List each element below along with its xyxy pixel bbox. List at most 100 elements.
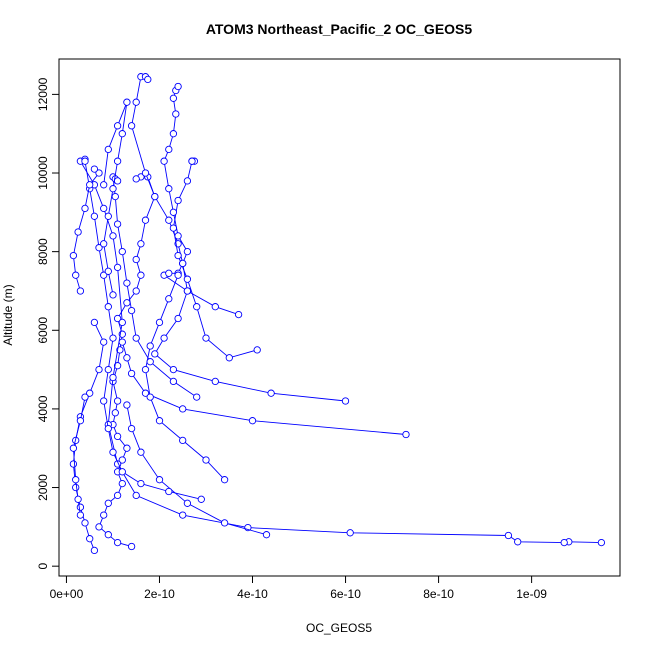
data-point <box>123 444 131 452</box>
data-point <box>141 365 150 374</box>
data-point <box>118 338 126 346</box>
data-point <box>90 546 99 555</box>
data-point <box>402 430 410 439</box>
data-point <box>248 417 257 425</box>
data-point <box>179 511 187 519</box>
data-point <box>179 436 187 445</box>
x-tick-label: 2e-10 <box>144 587 175 601</box>
series-line <box>126 404 267 536</box>
data-point <box>95 244 103 252</box>
data-point <box>174 82 182 91</box>
data-point <box>179 259 187 268</box>
data-point <box>225 354 233 362</box>
data-point <box>144 75 152 84</box>
data-point <box>183 177 192 185</box>
series-6 <box>169 157 261 362</box>
data-point <box>132 287 140 295</box>
series-13 <box>69 165 103 295</box>
data-point <box>118 468 126 476</box>
data-point <box>86 535 94 543</box>
data-point <box>155 476 164 484</box>
data-point <box>113 220 122 228</box>
series-line <box>79 158 602 544</box>
data-point <box>193 303 201 311</box>
data-point <box>169 94 178 102</box>
data-point <box>118 318 126 327</box>
data-point <box>132 334 140 342</box>
data-point <box>69 251 78 260</box>
data-point <box>132 255 140 264</box>
data-point <box>104 499 112 507</box>
series-line <box>98 176 156 547</box>
data-point <box>267 389 275 397</box>
data-point <box>123 299 131 307</box>
data-point <box>174 196 182 205</box>
data-point <box>113 177 122 185</box>
series-layer <box>69 73 606 555</box>
data-point <box>123 98 131 106</box>
data-point <box>118 456 126 464</box>
data-point <box>127 369 136 378</box>
data-point <box>127 424 136 433</box>
data-point <box>100 511 108 519</box>
data-point <box>123 279 131 287</box>
data-point <box>113 362 122 370</box>
data-point <box>95 365 103 374</box>
x-tick-label: 8e-10 <box>423 587 454 601</box>
data-point <box>109 291 117 299</box>
data-point <box>127 542 136 551</box>
data-point <box>113 314 122 323</box>
data-point <box>100 271 108 279</box>
data-point <box>165 269 173 277</box>
data-point <box>81 157 89 165</box>
data-point <box>109 232 117 240</box>
data-point <box>76 503 85 511</box>
data-point <box>104 267 112 275</box>
y-tick-label: 8000 <box>36 238 50 265</box>
series-14 <box>100 98 131 299</box>
series-3 <box>118 338 410 439</box>
data-point <box>169 365 178 374</box>
data-point <box>193 393 201 401</box>
data-point <box>132 491 140 500</box>
chart-title: ATOM3 Northeast_Pacific_2 OC_GEOS5 <box>206 21 473 37</box>
data-point <box>151 192 159 201</box>
data-point <box>151 350 159 358</box>
data-point <box>211 377 219 386</box>
data-point <box>183 287 192 295</box>
data-point <box>146 393 154 401</box>
data-point <box>127 306 136 315</box>
data-point <box>69 460 78 468</box>
x-tick-label: 0e+00 <box>50 587 84 601</box>
data-point <box>341 397 350 405</box>
data-point <box>81 204 89 213</box>
x-tick-label: 1e-09 <box>516 587 547 601</box>
data-point <box>169 224 178 232</box>
y-tick-label: 2000 <box>36 474 50 501</box>
data-point <box>76 417 85 425</box>
y-tick-label: 4000 <box>36 395 50 422</box>
data-point <box>155 318 164 327</box>
data-point <box>172 110 180 118</box>
data-point <box>160 334 168 342</box>
data-point <box>113 432 122 441</box>
data-point <box>146 358 154 366</box>
data-point <box>169 130 178 138</box>
data-point <box>104 303 112 311</box>
series-8 <box>141 271 229 484</box>
data-point <box>165 185 173 193</box>
data-point <box>90 318 99 327</box>
data-point <box>95 169 103 177</box>
data-point <box>113 263 122 272</box>
data-point <box>74 228 82 236</box>
series-2 <box>76 155 606 547</box>
data-point <box>86 389 94 397</box>
data-point <box>90 165 99 173</box>
data-point <box>137 271 145 279</box>
y-axis-label: Altitude (m) <box>1 284 15 345</box>
data-point <box>76 511 85 519</box>
data-point <box>113 397 122 405</box>
data-point <box>86 181 94 189</box>
data-point <box>118 247 126 256</box>
data-point <box>504 531 513 540</box>
